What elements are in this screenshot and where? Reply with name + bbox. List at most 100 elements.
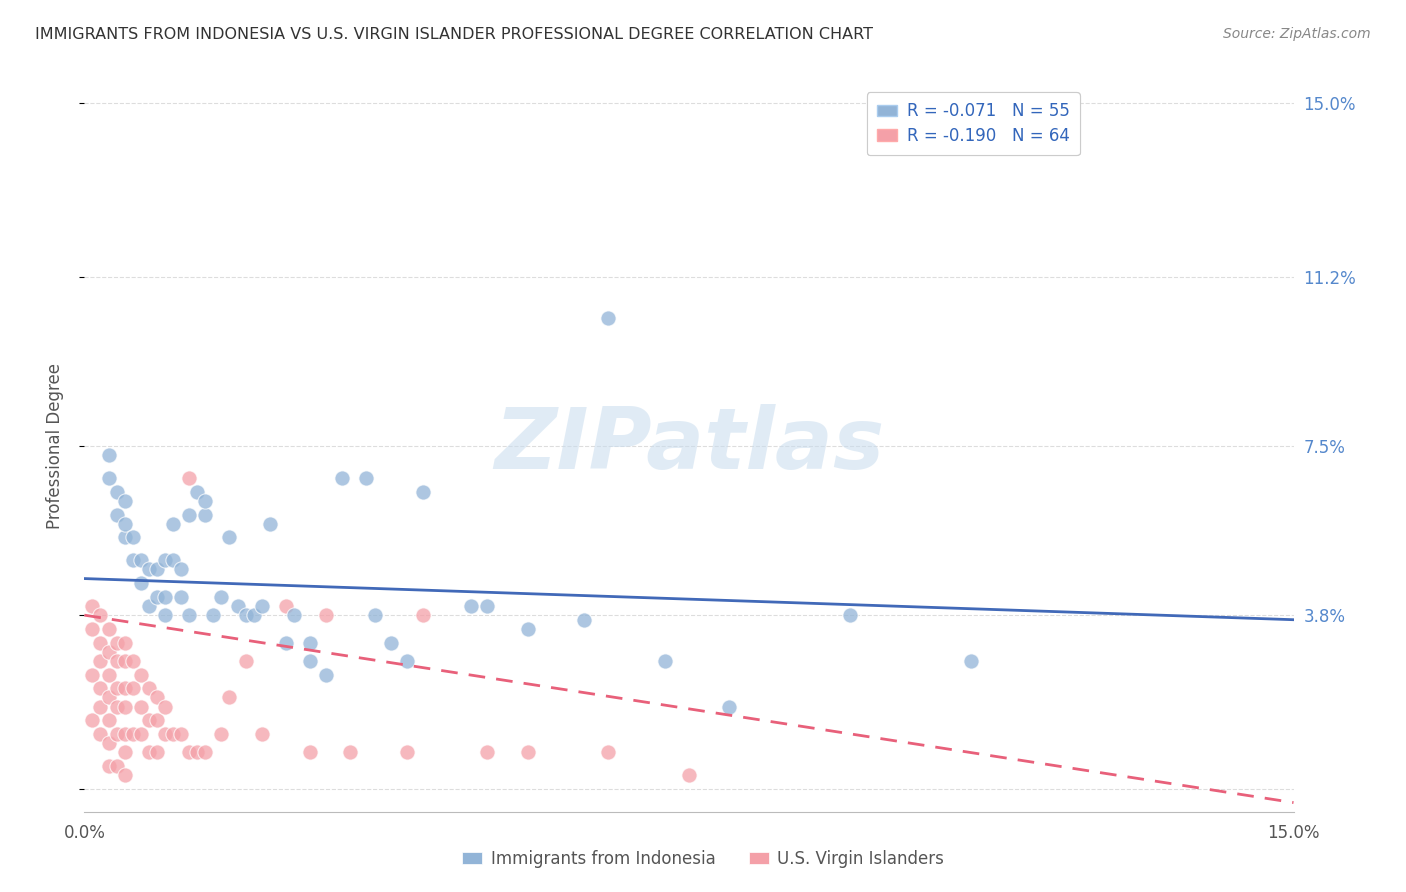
Point <box>146 714 169 728</box>
Point <box>363 608 385 623</box>
Point <box>129 667 152 681</box>
Point <box>339 745 361 759</box>
Point <box>162 553 184 567</box>
Text: ZIPatlas: ZIPatlas <box>494 404 884 488</box>
Point <box>138 681 160 696</box>
Point <box>89 681 111 696</box>
Point <box>153 727 176 741</box>
Point <box>380 635 402 649</box>
Point <box>299 635 322 649</box>
Point <box>97 622 120 636</box>
Point <box>138 562 160 576</box>
Point <box>121 727 143 741</box>
Point <box>82 599 104 613</box>
Point <box>97 736 120 750</box>
Point <box>235 654 257 668</box>
Point <box>97 667 120 681</box>
Point <box>516 745 538 759</box>
Point <box>274 635 297 649</box>
Point <box>97 759 120 773</box>
Point <box>105 759 128 773</box>
Point <box>460 599 482 613</box>
Point <box>89 727 111 741</box>
Point <box>114 768 136 782</box>
Point <box>129 699 152 714</box>
Point <box>114 516 136 531</box>
Point <box>121 654 143 668</box>
Point <box>114 745 136 759</box>
Point <box>105 681 128 696</box>
Point <box>395 654 418 668</box>
Point <box>89 635 111 649</box>
Point <box>89 608 111 623</box>
Point <box>412 484 434 499</box>
Point <box>129 727 152 741</box>
Point <box>839 608 862 623</box>
Point <box>654 654 676 668</box>
Point <box>114 699 136 714</box>
Point <box>242 608 264 623</box>
Point <box>105 484 128 499</box>
Point <box>89 654 111 668</box>
Point <box>114 530 136 544</box>
Point <box>315 667 337 681</box>
Point <box>121 681 143 696</box>
Point <box>209 727 232 741</box>
Point <box>146 562 169 576</box>
Point <box>153 590 176 604</box>
Point <box>226 599 249 613</box>
Point <box>146 590 169 604</box>
Point <box>678 768 700 782</box>
Point <box>82 667 104 681</box>
Point <box>138 714 160 728</box>
Point <box>179 471 201 485</box>
Legend: R = -0.071   N = 55, R = -0.190   N = 64: R = -0.071 N = 55, R = -0.190 N = 64 <box>866 92 1080 155</box>
Point <box>170 727 193 741</box>
Point <box>114 654 136 668</box>
Point <box>315 608 337 623</box>
Point <box>250 599 273 613</box>
Point <box>114 727 136 741</box>
Point <box>598 745 620 759</box>
Point <box>194 745 217 759</box>
Point <box>477 599 499 613</box>
Y-axis label: Professional Degree: Professional Degree <box>45 363 63 529</box>
Point <box>194 494 217 508</box>
Point <box>105 727 128 741</box>
Point <box>283 608 305 623</box>
Point <box>186 745 208 759</box>
Point <box>179 608 201 623</box>
Point <box>274 599 297 613</box>
Point <box>179 745 201 759</box>
Point <box>395 745 418 759</box>
Point <box>235 608 257 623</box>
Point <box>299 745 322 759</box>
Point <box>97 471 120 485</box>
Point <box>170 590 193 604</box>
Point <box>598 311 620 326</box>
Point <box>153 608 176 623</box>
Point <box>202 608 225 623</box>
Point <box>89 699 111 714</box>
Point <box>186 484 208 499</box>
Point <box>153 553 176 567</box>
Point <box>129 553 152 567</box>
Point <box>129 576 152 591</box>
Point <box>82 622 104 636</box>
Point <box>121 530 143 544</box>
Point <box>259 516 281 531</box>
Point <box>146 690 169 705</box>
Point <box>218 530 240 544</box>
Point <box>153 699 176 714</box>
Point <box>412 608 434 623</box>
Point <box>162 516 184 531</box>
Point <box>209 590 232 604</box>
Point <box>960 654 983 668</box>
Point <box>114 635 136 649</box>
Point <box>179 508 201 522</box>
Point <box>97 690 120 705</box>
Point <box>250 727 273 741</box>
Point <box>97 714 120 728</box>
Point <box>572 613 595 627</box>
Text: Source: ZipAtlas.com: Source: ZipAtlas.com <box>1223 27 1371 41</box>
